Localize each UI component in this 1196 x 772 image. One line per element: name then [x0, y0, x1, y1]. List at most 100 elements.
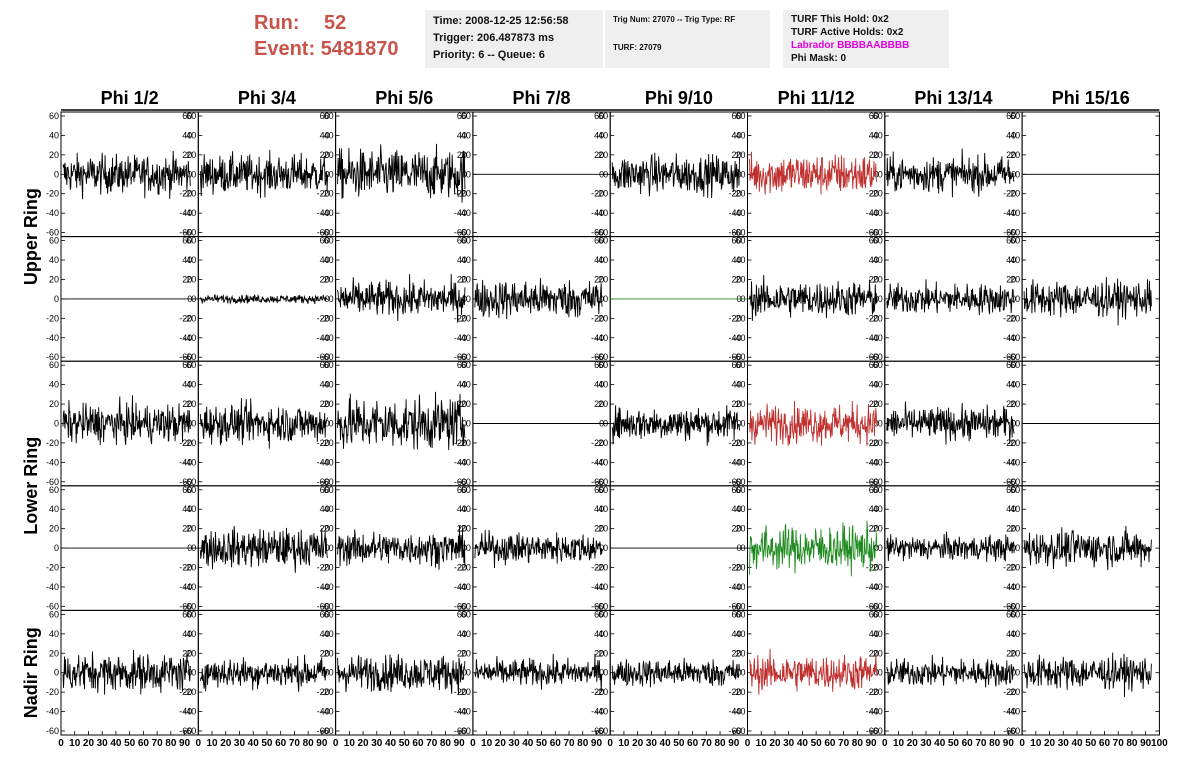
y-tick-label-right: -60 [728, 228, 741, 238]
y-tick-label-right: -20 [454, 563, 467, 573]
waveform-trace [749, 274, 878, 321]
y-tick-label: -40 [46, 208, 59, 218]
y-tick-label: 60 [186, 609, 196, 619]
y-tick-label-right: 20 [1006, 150, 1016, 160]
y-tick-label: -40 [732, 333, 745, 343]
y-tick-label: 40 [1010, 504, 1020, 514]
y-tick-label-right: -40 [1003, 707, 1016, 717]
y-tick-label-right: 20 [869, 274, 879, 284]
y-tick-label: 60 [873, 236, 883, 246]
y-tick-label: 20 [49, 648, 59, 658]
y-tick-label: -60 [321, 601, 334, 611]
waveform-trace [337, 273, 466, 323]
x-tick-label: 50 [261, 738, 273, 749]
turf-this-hold-text: TURF This Hold: 0x2 [791, 14, 889, 25]
event-label: Event: [254, 38, 316, 60]
y-tick-label: -60 [183, 477, 196, 487]
y-tick-label: 0 [878, 419, 883, 429]
y-tick-label: 0 [466, 294, 471, 304]
y-tick-label-right: 20 [457, 150, 467, 160]
x-tick-label: 70 [838, 738, 850, 749]
y-tick-label: 0 [466, 169, 471, 179]
y-tick-label: 20 [461, 150, 471, 160]
y-tick-label: -20 [46, 313, 59, 323]
y-tick-label-right: 60 [1006, 236, 1016, 246]
y-tick-label: 60 [461, 236, 471, 246]
y-tick-label-right: 20 [182, 399, 192, 409]
y-tick-label: 60 [461, 111, 471, 121]
y-tick-label: 40 [49, 504, 59, 514]
y-tick-label: 60 [1010, 609, 1020, 619]
y-tick-label: -20 [183, 563, 196, 573]
y-tick-label-right: 40 [320, 380, 330, 390]
y-tick-label: 40 [735, 504, 745, 514]
x-tick-label: 60 [962, 738, 974, 749]
x-tick-label: 30 [97, 738, 109, 749]
y-tick-label: -20 [321, 687, 334, 697]
y-tick-label: 40 [49, 130, 59, 140]
y-tick-label: 60 [735, 609, 745, 619]
column-title: Phi 1/2 [101, 88, 159, 108]
y-tick-label-right: 60 [320, 609, 330, 619]
y-tick-label-right: -40 [454, 333, 467, 343]
x-tick-label: 70 [152, 738, 164, 749]
event-value: 5481870 [320, 38, 399, 60]
y-tick-label-right: -20 [866, 563, 879, 573]
y-tick-label: 60 [324, 485, 334, 495]
y-tick-label-right: -20 [179, 438, 192, 448]
y-tick-label: -20 [321, 313, 334, 323]
y-tick-label: 20 [461, 274, 471, 284]
y-tick-label: 60 [735, 111, 745, 121]
y-tick-label: 60 [461, 360, 471, 370]
x-tick-label: 70 [975, 738, 987, 749]
column-title: Phi 9/10 [645, 88, 713, 108]
y-tick-label: 40 [461, 380, 471, 390]
y-tick-label: -20 [321, 189, 334, 199]
y-tick-label: -40 [732, 208, 745, 218]
y-tick-label-right: -40 [179, 457, 192, 467]
y-tick-label: -60 [595, 601, 608, 611]
y-tick-label-right: -60 [866, 228, 879, 238]
y-tick-label: 0 [466, 543, 471, 553]
y-tick-label-right: 20 [731, 150, 741, 160]
y-tick-label: 40 [186, 629, 196, 639]
run-value: 52 [324, 12, 347, 34]
y-tick-label: 0 [1015, 419, 1020, 429]
x-tick-label: 0 [58, 738, 64, 749]
y-tick-label-right: -20 [454, 313, 467, 323]
x-tick-label: 60 [412, 738, 424, 749]
y-tick-label: 0 [191, 169, 196, 179]
y-tick-label: -20 [46, 687, 59, 697]
y-tick-label-right: -60 [454, 477, 467, 487]
y-tick-label-right: 0 [599, 543, 604, 553]
y-tick-label-right: 20 [594, 150, 604, 160]
y-tick-label: 20 [49, 399, 59, 409]
y-tick-label: 0 [54, 294, 59, 304]
x-tick-label: 60 [550, 738, 562, 749]
y-tick-label: 40 [873, 130, 883, 140]
y-tick-label: -40 [595, 457, 608, 467]
y-tick-label-right: -20 [317, 563, 330, 573]
y-tick-label: 40 [873, 629, 883, 639]
x-tick-label: 80 [714, 738, 726, 749]
x-tick-label: 70 [426, 738, 438, 749]
y-tick-label: 40 [324, 130, 334, 140]
x-tick-label: 0 [607, 738, 613, 749]
y-tick-label: 60 [873, 111, 883, 121]
x-tick-label: 20 [907, 738, 919, 749]
y-tick-label-right: -40 [591, 582, 604, 592]
y-tick-label: -60 [458, 477, 471, 487]
y-tick-label: -20 [870, 687, 883, 697]
y-tick-label-right: -20 [454, 438, 467, 448]
y-tick-label-right: 0 [325, 543, 330, 553]
x-tick-label: 20 [495, 738, 507, 749]
y-tick-label: -40 [183, 333, 196, 343]
y-tick-label-right: 20 [869, 399, 879, 409]
y-tick-label: 20 [598, 150, 608, 160]
waveform-trace [611, 657, 740, 688]
column-title: Phi 13/14 [914, 88, 992, 108]
y-tick-label: -40 [321, 208, 334, 218]
y-tick-label: 60 [598, 485, 608, 495]
y-tick-label: -20 [1007, 563, 1020, 573]
y-tick-label: 20 [1010, 648, 1020, 658]
